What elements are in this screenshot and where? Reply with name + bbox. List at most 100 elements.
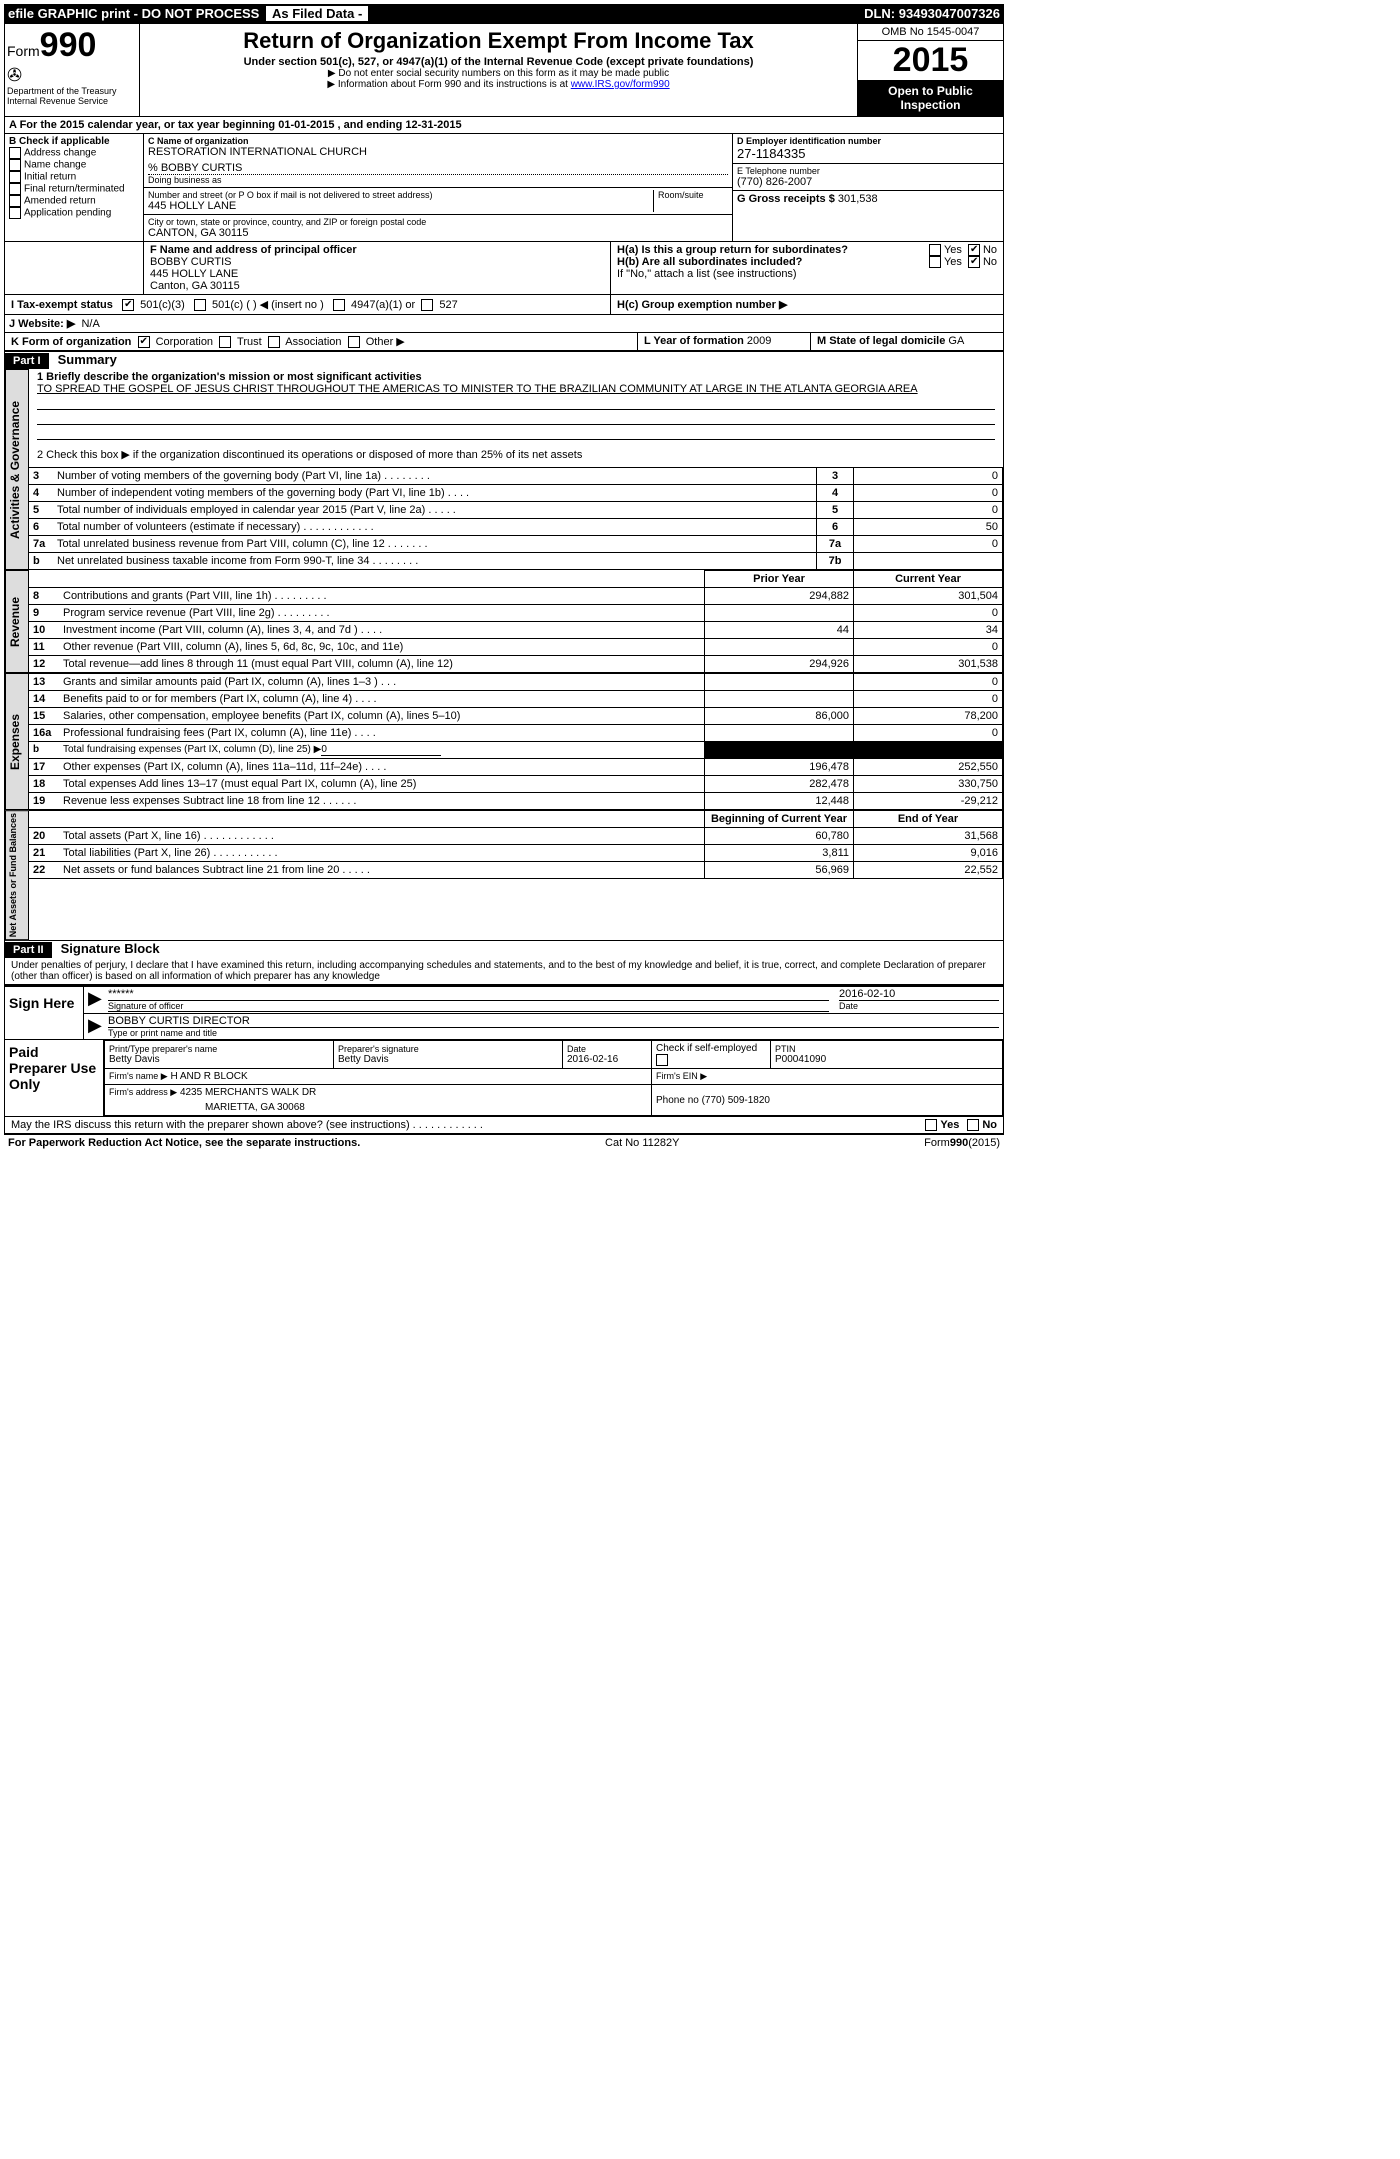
perjury-statement: Under penalties of perjury, I declare th… [5, 958, 1003, 984]
part-ii-header: Part II Signature Block [5, 941, 1003, 958]
hb-yes[interactable]: Yes [929, 256, 962, 268]
gov-row: 7aTotal unrelated business revenue from … [29, 536, 1003, 553]
officer-city: Canton, GA 30115 [150, 280, 604, 292]
street-address: 445 HOLLY LANE [148, 200, 649, 212]
street-block: Number and street (or P O box if mail is… [144, 188, 732, 215]
paid-preparer-label: Paid Preparer Use Only [5, 1040, 104, 1116]
org-name-block: C Name of organization RESTORATION INTER… [144, 134, 732, 188]
discuss-yes[interactable]: Yes [925, 1119, 959, 1131]
table-row: 11Other revenue (Part VIII, column (A), … [29, 639, 1003, 656]
website-row: J Website: ▶ N/A [5, 315, 1003, 333]
efile-top-bar: efile GRAPHIC print - DO NOT PROCESS As … [4, 4, 1004, 23]
ein-value: 27-1184335 [737, 146, 999, 161]
website-value: N/A [81, 318, 99, 330]
sidebar-revenue: Revenue [5, 570, 29, 673]
sign-here-label: Sign Here [5, 987, 84, 1039]
sign-here-block: Sign Here ▶ ****** Signature of officer … [4, 985, 1004, 1040]
cb-corporation[interactable]: Corporation [138, 336, 214, 348]
end-year-header: End of Year [854, 811, 1003, 828]
table-row: bTotal fundraising expenses (Part IX, co… [29, 742, 1003, 759]
firm-name: H AND R BLOCK [170, 1071, 247, 1082]
table-row: 10Investment income (Part VIII, column (… [29, 622, 1003, 639]
table-row: 20Total assets (Part X, line 16) . . . .… [29, 828, 1003, 845]
form-subtitle: Under section 501(c), 527, or 4947(a)(1)… [146, 56, 851, 68]
form-version: Form990(2015) [924, 1137, 1000, 1149]
irs-label: Internal Revenue Service [7, 96, 137, 106]
gov-row: 5Total number of individuals employed in… [29, 502, 1003, 519]
ein-block: D Employer identification number 27-1184… [733, 134, 1003, 164]
net-assets-table: Beginning of Current Year End of Year 20… [29, 810, 1003, 879]
q1-mission: 1 Briefly describe the organization's mi… [29, 369, 1003, 442]
table-row: 18Total expenses Add lines 13–17 (must e… [29, 776, 1003, 793]
sign-date: 2016-02-10 [839, 988, 999, 1000]
city-block: City or town, state or province, country… [144, 215, 732, 241]
begin-year-header: Beginning of Current Year [705, 811, 854, 828]
table-row: 15Salaries, other compensation, employee… [29, 708, 1003, 725]
mission-text: TO SPREAD THE GOSPEL OF JESUS CHRIST THR… [37, 383, 995, 395]
q2-discontinued: 2 Check this box ▶ if the organization d… [29, 442, 1003, 467]
ha-no[interactable]: No [968, 244, 997, 256]
phone-value: (770) 826-2007 [737, 176, 999, 188]
dln-value: 93493047007326 [899, 6, 1000, 21]
revenue-table: Prior Year Current Year 8Contributions a… [29, 570, 1003, 673]
table-row: 21Total liabilities (Part X, line 26) . … [29, 845, 1003, 862]
discuss-no[interactable]: No [967, 1119, 997, 1131]
cb-initial-return[interactable]: Initial return [9, 171, 139, 183]
cb-4947[interactable]: 4947(a)(1) or [333, 299, 415, 311]
col-b-checkboxes: B Check if applicable Address change Nam… [5, 134, 144, 241]
table-row: 19Revenue less expenses Subtract line 18… [29, 793, 1003, 810]
cb-trust[interactable]: Trust [219, 336, 262, 348]
table-row: 8Contributions and grants (Part VIII, li… [29, 588, 1003, 605]
ha-yes[interactable]: Yes [929, 244, 962, 256]
preparer-signature: Betty Davis [338, 1054, 558, 1065]
hb-no[interactable]: No [968, 256, 997, 268]
current-year-header: Current Year [854, 571, 1003, 588]
h-block: H(a) Is this a group return for subordin… [611, 242, 1003, 294]
firm-city: MARIETTA, GA 30068 [105, 1100, 652, 1116]
cb-name-change[interactable]: Name change [9, 159, 139, 171]
gov-row: 3Number of voting members of the governi… [29, 468, 1003, 485]
cb-amended-return[interactable]: Amended return [9, 195, 139, 207]
cb-application-pending[interactable]: Application pending [9, 207, 139, 219]
cb-final-return[interactable]: Final return/terminated [9, 183, 139, 195]
form-prefix: Form [7, 43, 40, 59]
sign-arrow-icon: ▶ [88, 988, 108, 1012]
gov-row: bNet unrelated business taxable income f… [29, 553, 1003, 570]
form-header: Form990 ✇ Department of the Treasury Int… [4, 23, 1004, 117]
gross-receipts-block: G Gross receipts $ 301,538 [733, 191, 1003, 207]
table-row: 17Other expenses (Part IX, column (A), l… [29, 759, 1003, 776]
preparer-name: Betty Davis [109, 1054, 329, 1065]
governance-table: 3Number of voting members of the governi… [29, 467, 1003, 570]
year-formation: L Year of formation 2009 [637, 333, 810, 350]
cb-527[interactable]: 527 [421, 299, 457, 311]
sign-arrow-icon-2: ▶ [88, 1015, 108, 1038]
form-of-org: K Form of organization Corporation Trust… [5, 333, 637, 350]
table-row: 12Total revenue—add lines 8 through 11 (… [29, 656, 1003, 673]
ssn-note: ▶ Do not enter social security numbers o… [146, 68, 851, 79]
signature-mask: ****** [108, 988, 829, 1000]
paid-preparer-block: Paid Preparer Use Only Print/Type prepar… [4, 1040, 1004, 1117]
cb-501c3[interactable]: 501(c)(3) [122, 299, 185, 311]
cb-other[interactable]: Other ▶ [348, 336, 405, 348]
irs-link[interactable]: www.IRS.gov/form990 [571, 79, 670, 90]
cat-no: Cat No 11282Y [605, 1137, 679, 1149]
table-row: 13Grants and similar amounts paid (Part … [29, 674, 1003, 691]
open-to-public: Open to Public Inspection [858, 80, 1003, 116]
omb-number: OMB No 1545-0047 [858, 24, 1003, 41]
cb-association[interactable]: Association [268, 336, 342, 348]
efile-left: efile GRAPHIC print - DO NOT PROCESS [8, 6, 259, 21]
org-name: RESTORATION INTERNATIONAL CHURCH [148, 146, 728, 158]
prep-date: 2016-02-16 [567, 1054, 647, 1065]
ptin-value: P00041090 [775, 1054, 998, 1065]
paperwork-notice: For Paperwork Reduction Act Notice, see … [8, 1137, 360, 1149]
line-a-tax-year: A For the 2015 calendar year, or tax yea… [5, 117, 1003, 134]
cb-501c[interactable]: 501(c) ( ) ◀ (insert no ) [194, 299, 324, 311]
as-filed-box: As Filed Data - [266, 6, 368, 21]
cb-address-change[interactable]: Address change [9, 147, 139, 159]
city-state-zip: CANTON, GA 30115 [148, 227, 728, 239]
gov-row: 6Total number of volunteers (estimate if… [29, 519, 1003, 536]
self-employed-check[interactable]: Check if self-employed [652, 1041, 771, 1069]
care-of: % BOBBY CURTIS [148, 162, 728, 175]
officer-street: 445 HOLLY LANE [150, 268, 604, 280]
table-row: 22Net assets or fund balances Subtract l… [29, 862, 1003, 879]
